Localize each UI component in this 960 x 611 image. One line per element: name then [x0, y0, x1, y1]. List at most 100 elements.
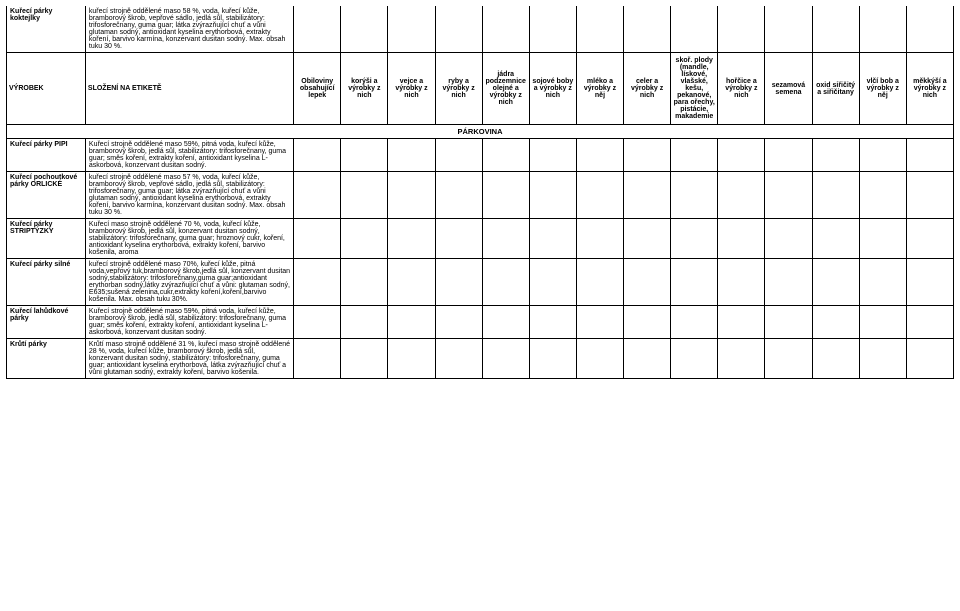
- allergen-cell: [388, 219, 435, 259]
- allergen-cell: [671, 306, 718, 339]
- header-allergen: sezamová semena: [765, 53, 812, 125]
- allergen-cell: [765, 259, 812, 306]
- allergen-cell: [624, 259, 671, 306]
- product-name: Kuřecí párky silné: [7, 259, 86, 306]
- composition-cell: kuřecí strojně oddělené maso 58 %, voda,…: [85, 6, 293, 53]
- header-allergen: hořčice a výrobky z nich: [718, 53, 765, 125]
- allergen-cell: [859, 6, 906, 53]
- header-composition: SLOŽENÍ NA ETIKETĚ: [85, 53, 293, 125]
- allergen-cell: [718, 172, 765, 219]
- allergen-cell: [671, 339, 718, 379]
- composition-cell: Krůtí maso strojně oddělené 31 %, kuřecí…: [85, 339, 293, 379]
- allergen-cell: [529, 172, 576, 219]
- allergen-cell: [529, 6, 576, 53]
- allergen-cell: [624, 219, 671, 259]
- product-name: Kuřecí párky STRIPTÝZKY: [7, 219, 86, 259]
- allergen-cell: [812, 259, 859, 306]
- allergen-cell: [482, 339, 529, 379]
- allergen-cell: [906, 306, 953, 339]
- allergen-cell: [624, 172, 671, 219]
- header-allergen: oxid siřičitý a siřičitany: [812, 53, 859, 125]
- allergen-cell: [341, 259, 388, 306]
- allergen-cell: [906, 219, 953, 259]
- allergen-cell: [529, 219, 576, 259]
- allergen-cell: [859, 172, 906, 219]
- table-row: Kuřecí párky PIPI Kuřecí strojně oddělen…: [7, 139, 954, 172]
- allergen-cell: [482, 139, 529, 172]
- allergen-cell: [765, 6, 812, 53]
- allergen-cell: [435, 139, 482, 172]
- allergen-cell: [294, 219, 341, 259]
- allergen-cell: [576, 219, 623, 259]
- allergen-cell: [529, 139, 576, 172]
- allergen-cell: [906, 259, 953, 306]
- table-row: Kuřecí párky koktejlky kuřecí strojně od…: [7, 6, 954, 53]
- allergen-cell: [341, 139, 388, 172]
- allergen-cell: [435, 339, 482, 379]
- header-allergen: měkkýší a výrobky z nich: [906, 53, 953, 125]
- allergen-cell: [671, 6, 718, 53]
- header-allergen: vlčí bob a výrobky z něj: [859, 53, 906, 125]
- product-name: Kuřecí pochoutkové párky ORLICKÉ: [7, 172, 86, 219]
- allergen-cell: [388, 339, 435, 379]
- allergen-cell: [765, 339, 812, 379]
- header-allergen: vejce a výrobky z nich: [388, 53, 435, 125]
- composition-cell: Kuřecí strojně oddělené maso 59%, pitná …: [85, 306, 293, 339]
- product-name: Krůtí párky: [7, 339, 86, 379]
- allergen-cell: [765, 172, 812, 219]
- allergen-cell: [341, 219, 388, 259]
- allergen-cell: [859, 306, 906, 339]
- allergen-cell: [576, 6, 623, 53]
- allergen-cell: [482, 6, 529, 53]
- allergen-cell: [341, 306, 388, 339]
- allergen-cell: [906, 139, 953, 172]
- allergen-cell: [765, 219, 812, 259]
- allergen-cell: [482, 259, 529, 306]
- allergen-cell: [435, 306, 482, 339]
- allergen-cell: [435, 259, 482, 306]
- composition-cell: kuřecí strojně oddělené maso 57 %, voda,…: [85, 172, 293, 219]
- allergen-cell: [294, 139, 341, 172]
- header-allergen: mléko a výrobky z něj: [576, 53, 623, 125]
- allergen-cell: [388, 306, 435, 339]
- allergen-cell: [765, 306, 812, 339]
- allergen-cell: [812, 172, 859, 219]
- allergen-cell: [718, 6, 765, 53]
- allergen-cell: [294, 306, 341, 339]
- allergen-cell: [859, 339, 906, 379]
- allergen-cell: [671, 259, 718, 306]
- allergen-cell: [718, 339, 765, 379]
- product-name: Kuřecí párky koktejlky: [7, 6, 86, 53]
- allergen-cell: [671, 219, 718, 259]
- allergen-cell: [624, 6, 671, 53]
- allergen-cell: [906, 172, 953, 219]
- allergen-cell: [294, 259, 341, 306]
- allergen-table: Kuřecí párky koktejlky kuřecí strojně od…: [6, 6, 954, 379]
- allergen-cell: [576, 259, 623, 306]
- composition-cell: kuřecí strojně oddělené maso 70%, kuřecí…: [85, 259, 293, 306]
- table-row: Kuřecí párky STRIPTÝZKY Kuřecí maso stro…: [7, 219, 954, 259]
- allergen-cell: [388, 259, 435, 306]
- allergen-cell: [294, 339, 341, 379]
- table-row: Kuřecí párky silné kuřecí strojně odděle…: [7, 259, 954, 306]
- allergen-cell: [529, 259, 576, 306]
- table-row: Kuřecí pochoutkové párky ORLICKÉ kuřecí …: [7, 172, 954, 219]
- allergen-cell: [906, 339, 953, 379]
- allergen-cell: [529, 339, 576, 379]
- allergen-cell: [624, 139, 671, 172]
- allergen-cell: [388, 172, 435, 219]
- allergen-cell: [812, 339, 859, 379]
- allergen-cell: [435, 219, 482, 259]
- composition-cell: Kuřecí strojně oddělené maso 59%, pitná …: [85, 139, 293, 172]
- allergen-cell: [576, 339, 623, 379]
- allergen-cell: [718, 259, 765, 306]
- allergen-cell: [812, 6, 859, 53]
- allergen-cell: [859, 219, 906, 259]
- allergen-cell: [294, 172, 341, 219]
- header-allergen: ryby a výrobky z nich: [435, 53, 482, 125]
- allergen-cell: [671, 172, 718, 219]
- allergen-cell: [624, 339, 671, 379]
- header-allergen: skoř. plody (mandle, lískové, vlašské, k…: [671, 53, 718, 125]
- composition-cell: Kuřecí maso strojně oddělené 70 %, voda,…: [85, 219, 293, 259]
- table-row: Kuřecí lahůdkové párky Kuřecí strojně od…: [7, 306, 954, 339]
